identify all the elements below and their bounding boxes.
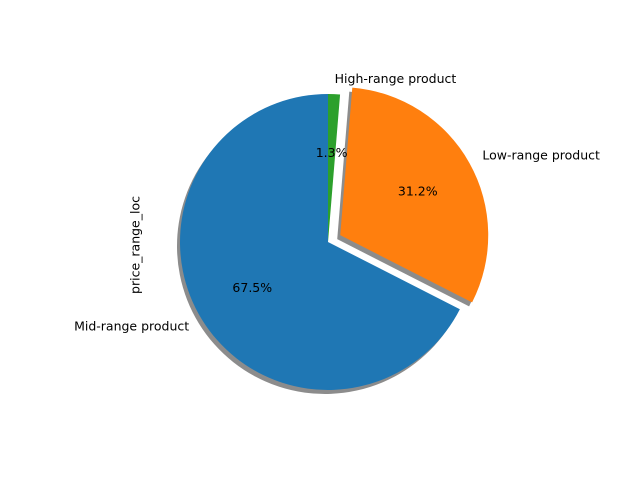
- pie-slice-mid-range-product: [180, 94, 460, 391]
- pie-slice-layer: [180, 87, 489, 391]
- slice-percent-high-range-product: 1.3%: [316, 145, 348, 160]
- pie-slice-high-range-product: [328, 94, 341, 242]
- slice-percent-mid-range-product: 67.5%: [232, 280, 272, 295]
- slice-label-low-range-product: Low-range product: [482, 147, 600, 162]
- pie-label-layer: Mid-range product 67.5% Low-range product 3…: [74, 71, 600, 334]
- y-axis-label: price_range_loc: [128, 196, 143, 294]
- slice-label-mid-range-product: Mid-range product: [74, 319, 189, 334]
- slice-label-high-range-product: High-range product: [335, 71, 457, 86]
- slice-percent-low-range-product: 31.2%: [398, 183, 438, 198]
- pie-slice-low-range-product: [340, 87, 489, 303]
